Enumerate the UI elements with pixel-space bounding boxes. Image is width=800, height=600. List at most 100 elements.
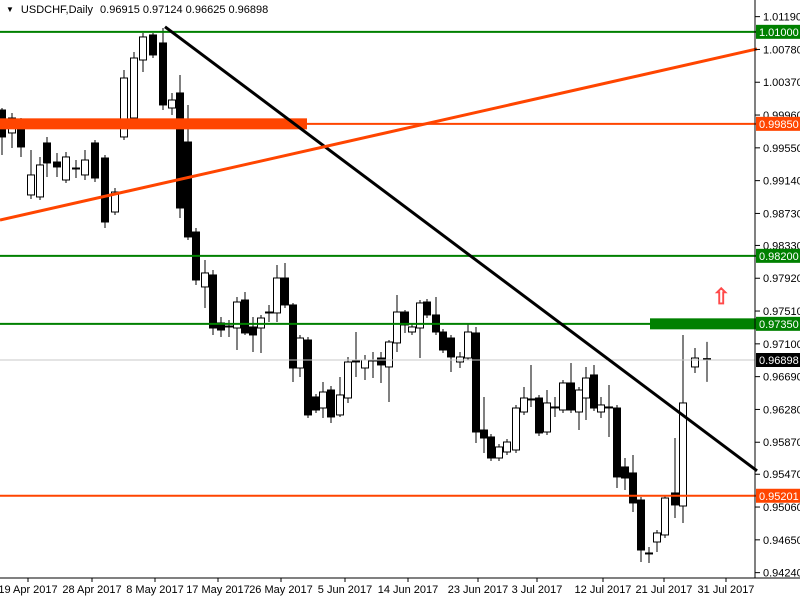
- descending-black-trendline[interactable]: [164, 25, 758, 472]
- candle-body[interactable]: [149, 34, 157, 56]
- candle-body[interactable]: [336, 394, 344, 416]
- candle-body[interactable]: [535, 397, 543, 434]
- level-band[interactable]: [650, 318, 757, 330]
- candle-body[interactable]: [456, 356, 464, 363]
- candle-body[interactable]: [327, 389, 335, 418]
- candle-body[interactable]: [72, 167, 80, 170]
- candle-body[interactable]: [637, 499, 645, 551]
- candle-body[interactable]: [447, 337, 455, 358]
- candle-body[interactable]: [472, 332, 480, 433]
- candle-body[interactable]: [527, 398, 535, 401]
- candle-body[interactable]: [605, 406, 613, 409]
- candle-body[interactable]: [661, 497, 669, 536]
- candle-body[interactable]: [495, 446, 503, 459]
- candle-body[interactable]: [653, 532, 661, 543]
- candle-body[interactable]: [629, 472, 637, 504]
- candle-body[interactable]: [233, 301, 241, 329]
- candle-body[interactable]: [691, 357, 699, 368]
- candle-body[interactable]: [377, 357, 385, 366]
- candle-body[interactable]: [543, 402, 551, 433]
- price-tick-label: 1.01190: [763, 12, 800, 24]
- candle-body[interactable]: [385, 341, 393, 368]
- candle-body[interactable]: [201, 272, 209, 288]
- candle-body[interactable]: [480, 429, 488, 439]
- candle-body[interactable]: [36, 164, 44, 198]
- price-tick-label: 0.97100: [763, 339, 800, 351]
- candle-body[interactable]: [296, 337, 304, 369]
- candle-body[interactable]: [43, 142, 51, 164]
- candle-body[interactable]: [487, 436, 495, 459]
- candle-body[interactable]: [613, 407, 621, 478]
- candle-body[interactable]: [512, 407, 520, 451]
- candle-body[interactable]: [159, 42, 167, 106]
- candle-body[interactable]: [289, 304, 297, 369]
- date-tick-label: 28 Apr 2017: [62, 584, 121, 596]
- candle-body[interactable]: [176, 92, 184, 209]
- candle-body[interactable]: [62, 156, 70, 181]
- candle-body[interactable]: [225, 325, 233, 328]
- price-tick-label: 1.00370: [763, 77, 800, 89]
- ascending-orange-trendline[interactable]: [0, 47, 758, 222]
- candle-body[interactable]: [120, 77, 128, 138]
- candle-body[interactable]: [361, 359, 369, 369]
- candle-body[interactable]: [645, 552, 653, 555]
- candle-body[interactable]: [423, 301, 431, 316]
- candle-body[interactable]: [130, 57, 138, 119]
- candle-body[interactable]: [184, 141, 192, 238]
- date-tick-label: 14 Jun 2017: [378, 584, 439, 596]
- candle-body[interactable]: [139, 36, 147, 61]
- candle-body[interactable]: [312, 396, 320, 411]
- candle-body[interactable]: [304, 339, 312, 416]
- candle-body[interactable]: [352, 360, 360, 363]
- candle-body[interactable]: [621, 466, 629, 479]
- date-tick-label: 26 May 2017: [249, 584, 313, 596]
- candle-body[interactable]: [241, 299, 249, 334]
- candle-body[interactable]: [53, 161, 61, 168]
- price-level-label-box: [756, 353, 800, 367]
- candle-body[interactable]: [679, 402, 687, 507]
- candle-body[interactable]: [582, 377, 590, 399]
- candle-body[interactable]: [408, 326, 416, 333]
- candle-body[interactable]: [575, 389, 583, 413]
- candle-body[interactable]: [168, 99, 176, 109]
- price-tick-label: 0.99550: [763, 143, 800, 155]
- candle-body[interactable]: [111, 191, 119, 213]
- candle-body[interactable]: [265, 311, 273, 314]
- candle-body[interactable]: [249, 326, 257, 336]
- price-tick-label: 0.98730: [763, 208, 800, 220]
- candle-body[interactable]: [416, 302, 424, 329]
- date-tick-label: 17 May 2017: [186, 584, 250, 596]
- level-band[interactable]: [0, 118, 307, 130]
- candle-body[interactable]: [559, 382, 567, 411]
- candle-body[interactable]: [597, 404, 605, 413]
- candle-body[interactable]: [81, 159, 89, 176]
- date-tick-label: 19 Apr 2017: [0, 584, 58, 596]
- symbol-period-label: USDCHF,Daily: [20, 4, 94, 16]
- candle-body[interactable]: [319, 391, 327, 409]
- candle-body[interactable]: [439, 331, 447, 351]
- price-tick-label: 0.95060: [763, 502, 800, 514]
- candle-body[interactable]: [281, 277, 289, 306]
- date-tick-label: 23 Jun 2017: [448, 584, 509, 596]
- price-tick-label: 0.96280: [763, 404, 800, 416]
- candle-body[interactable]: [401, 311, 409, 326]
- candle-body[interactable]: [273, 277, 281, 314]
- candle-body[interactable]: [464, 331, 472, 359]
- candle-body[interactable]: [101, 157, 109, 223]
- candle-body[interactable]: [27, 174, 35, 196]
- candle-body[interactable]: [91, 142, 99, 179]
- candle-body[interactable]: [393, 311, 401, 344]
- candle-body[interactable]: [503, 441, 511, 453]
- symbol-dropdown-icon[interactable]: ▼: [6, 5, 14, 14]
- candle-body[interactable]: [671, 492, 679, 506]
- candle-body[interactable]: [551, 406, 559, 409]
- candle-body[interactable]: [590, 374, 598, 409]
- candle-body[interactable]: [344, 361, 352, 399]
- candle-body[interactable]: [520, 397, 528, 413]
- candle-body[interactable]: [209, 274, 217, 329]
- price-tick-label: 1.00780: [763, 44, 800, 56]
- up-arrow-marker[interactable]: ⇧: [712, 284, 730, 309]
- candle-body[interactable]: [567, 382, 575, 411]
